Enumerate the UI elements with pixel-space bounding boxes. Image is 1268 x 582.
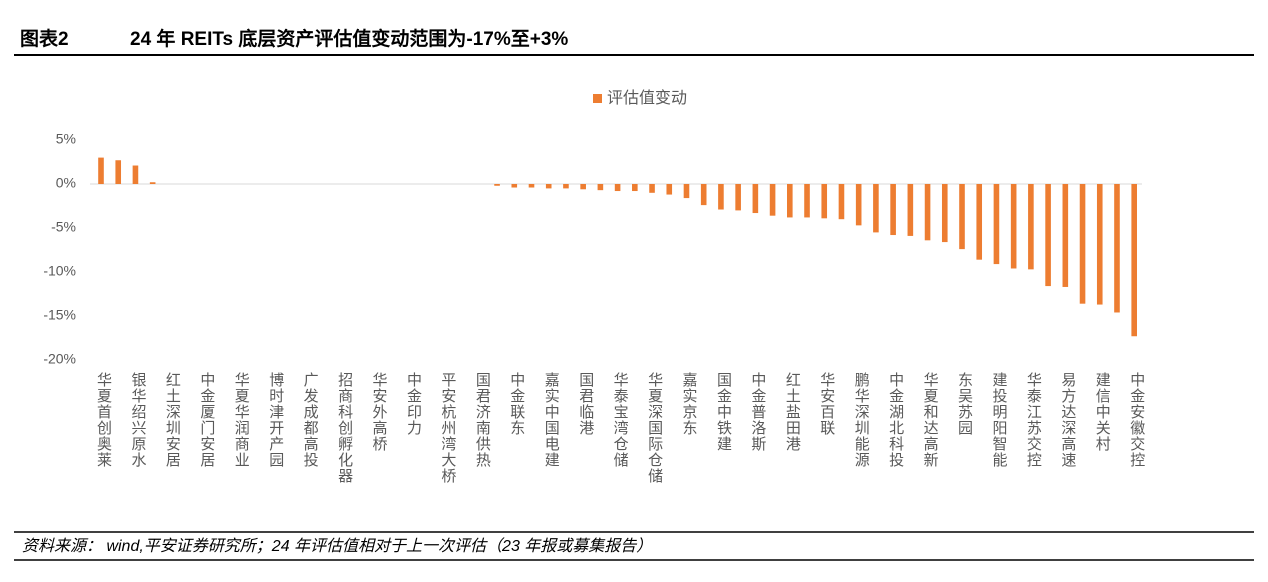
bar xyxy=(993,184,1000,265)
bar xyxy=(666,184,673,195)
bar xyxy=(1062,184,1069,287)
bar xyxy=(855,184,862,226)
source-note: 资料来源： wind,平安证券研究所；24 年评估值相对于上一次评估（23 年报… xyxy=(22,537,652,555)
x-tick-label: 国君济南供热 xyxy=(474,372,491,468)
x-tick-label: 中金普洛斯 xyxy=(749,372,766,452)
x-tick-label: 中金联东 xyxy=(508,372,525,436)
x-tick-label: 国金中铁建 xyxy=(715,372,732,452)
bar xyxy=(149,182,156,184)
bar xyxy=(959,184,965,250)
x-tick-label: 华泰宝湾仓储 xyxy=(612,372,629,468)
x-tick-label: 中金安徽交控 xyxy=(1128,372,1145,468)
bar xyxy=(804,184,810,218)
bar xyxy=(580,184,586,190)
bar xyxy=(614,184,621,192)
x-tick-label: 华安百联 xyxy=(818,372,835,436)
x-tick-label: 华夏和达高新 xyxy=(922,372,939,468)
y-tick-label: 5% xyxy=(56,131,76,147)
bar xyxy=(1096,184,1103,305)
x-tick-label: 建信中关村 xyxy=(1094,372,1111,452)
bar xyxy=(976,184,983,260)
y-tick-label: 0% xyxy=(56,175,76,191)
bar xyxy=(907,184,914,236)
bar xyxy=(528,184,535,188)
bar xyxy=(98,157,104,184)
x-tick-label: 中金厦门安居 xyxy=(198,372,215,468)
x-tick-label: 华夏深国际仓储 xyxy=(646,372,663,484)
x-tick-label: 国君临港 xyxy=(577,372,594,436)
bar xyxy=(1079,184,1086,304)
x-tick-label: 红土深圳安居 xyxy=(164,372,181,468)
x-tick-label: 易方达深高速 xyxy=(1059,372,1076,468)
bar xyxy=(752,184,759,214)
x-tick-label: 鹏华深圳能源 xyxy=(853,372,870,468)
x-tick-label: 博时津开产园 xyxy=(267,372,284,468)
x-tick-label: 红土盐田港 xyxy=(784,372,801,452)
figure-number: 图表2 xyxy=(20,27,69,50)
bar xyxy=(597,184,604,191)
x-tick-label: 嘉实中国电建 xyxy=(543,372,560,468)
bar xyxy=(873,184,879,233)
y-tick-label: -10% xyxy=(43,263,76,279)
bar xyxy=(787,184,793,218)
x-tick-label: 平安杭州湾大桥 xyxy=(439,372,456,484)
legend-swatch xyxy=(593,94,602,103)
x-tick-label: 广发成都高投 xyxy=(302,372,319,468)
x-tick-label: 嘉实京东 xyxy=(681,372,698,436)
bar xyxy=(941,184,948,243)
bar xyxy=(769,184,776,216)
bar xyxy=(649,184,655,193)
bar xyxy=(1114,184,1120,313)
bar xyxy=(1028,184,1034,270)
bar xyxy=(683,184,690,199)
bar xyxy=(700,184,707,206)
x-tick-label: 建投明阳智能 xyxy=(990,372,1007,468)
bar xyxy=(1131,184,1137,337)
x-tick-label: 中金印力 xyxy=(405,372,422,436)
x-tick-label: 招商科创孵化器 xyxy=(336,372,353,484)
y-tick-label: -15% xyxy=(43,307,76,323)
bar xyxy=(632,184,638,192)
x-tick-label: 华夏首创奥莱 xyxy=(95,372,112,468)
bar xyxy=(838,184,845,220)
bar xyxy=(718,184,724,210)
bar xyxy=(563,184,569,189)
figure-title: 24 年 REITs 底层资产评估值变动范围为-17%至+3% xyxy=(130,27,568,50)
bar xyxy=(511,184,518,188)
legend-label: 评估值变动 xyxy=(607,89,687,107)
bar xyxy=(924,184,931,241)
x-tick-label: 华安外高桥 xyxy=(371,372,388,452)
x-tick-label: 华泰江苏交控 xyxy=(1025,372,1042,468)
bar xyxy=(821,184,828,219)
x-tick-label: 华夏华润商业 xyxy=(233,372,250,468)
bar xyxy=(115,160,122,184)
bar xyxy=(494,184,500,186)
bar xyxy=(890,184,896,236)
bar xyxy=(1045,184,1051,287)
bar xyxy=(132,165,139,184)
x-tick-label: 中金湖北科投 xyxy=(887,372,904,468)
y-tick-label: -20% xyxy=(43,351,76,367)
bar xyxy=(1010,184,1017,269)
x-tick-label: 银华绍兴原水 xyxy=(129,372,146,468)
bar xyxy=(545,184,552,189)
y-tick-label: -5% xyxy=(51,219,76,235)
x-tick-label: 东吴苏园 xyxy=(956,372,973,436)
bar xyxy=(735,184,741,211)
